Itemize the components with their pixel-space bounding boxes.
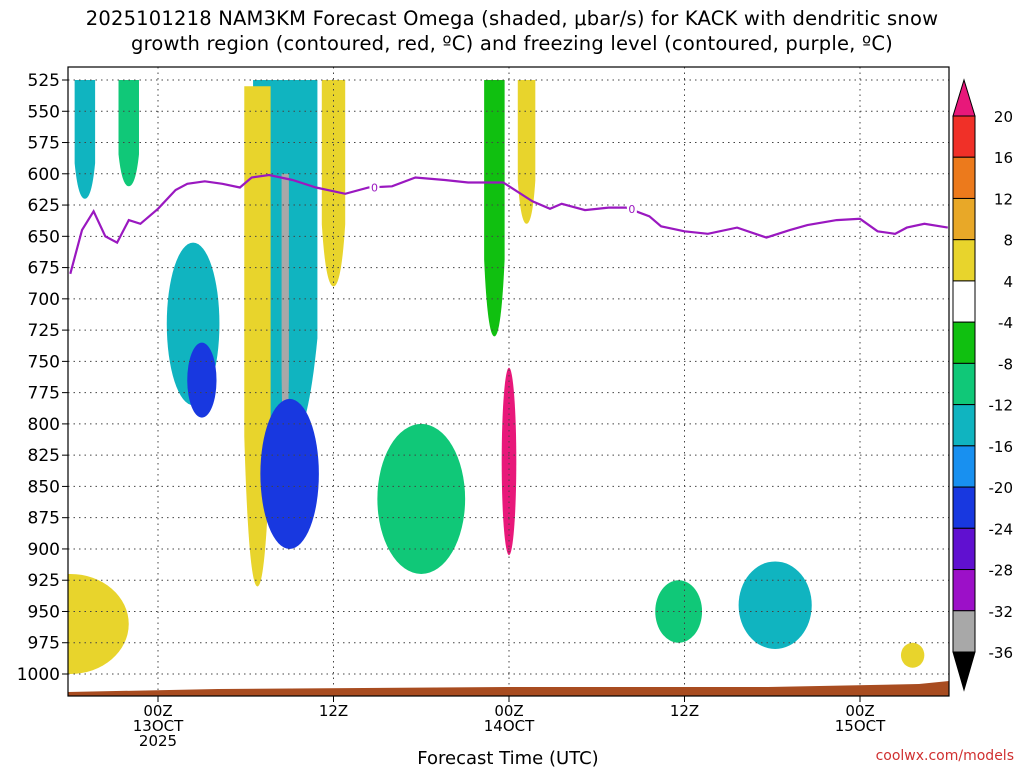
freezing-label-bg-1 [626,201,637,216]
colorbar-label: -8 [998,355,1013,373]
plot-area: 00 [68,67,949,696]
freezing-level-label: 0 [628,203,635,216]
colorbar-band [952,610,976,653]
y-tick-label: 575 [28,134,60,154]
y-tick-label: 875 [28,509,60,529]
omega-feature-column-6 [484,80,505,337]
freezing-level-labels: 00 [369,180,637,216]
y-tick-label: 725 [28,321,60,341]
omega-feature-column-5 [118,80,139,187]
surface-terrain [68,681,949,696]
colorbar-band [952,280,976,323]
chart-title: 2025101218 NAM3KM Forecast Omega (shaded… [0,6,1024,56]
colorbar-label: 16 [994,149,1013,167]
y-tick-label: 750 [28,352,60,372]
y-tick-label: 900 [28,540,60,560]
y-tick-label: 850 [28,477,60,497]
colorbar-label: -20 [989,479,1014,497]
x-axis-label: Forecast Time (UTC) [417,748,598,768]
omega-feature-column-4 [74,80,96,199]
colorbar-label: -32 [989,603,1014,621]
colorbar-band [952,115,976,158]
colorbar-band [952,445,976,488]
colorbar: 20 16 12 8 4 -4 -8 -12 -16 -20 -24 -28 -32 -36 [952,78,1014,692]
colorbar-label: 8 [1003,232,1013,250]
colorbar-band [952,569,976,612]
y-tick-label: 525 [28,71,60,91]
y-tick-label: 550 [28,102,60,122]
title-line-2: growth region (contoured, red, ºC) and f… [131,32,893,55]
colorbar-label: -16 [989,438,1014,456]
y-tick-label: 925 [28,571,60,591]
x-tick-label: 00Z [845,702,874,720]
colorbar-band [952,404,976,447]
colorbar-band [952,527,976,571]
colorbar-label: -36 [989,644,1014,662]
omega-shading [68,80,925,674]
colorbar-bottom-arrow [952,651,976,692]
colorbar-label: 20 [994,108,1013,126]
colorbar-label: 12 [994,190,1013,208]
colorbar-band [952,486,976,529]
y-axis: 525 550 575 600 625 650 675 700 725 750 775 800 825 8… [17,71,68,685]
y-tick-label: 1000 [17,665,60,685]
y-tick-label: 675 [28,259,60,279]
omega-feature-blob-14 [738,561,812,649]
omega-feature-blob-17 [900,642,925,668]
x-tick-label: 13OCT [133,717,184,735]
colorbar-label: -4 [998,314,1013,332]
colorbar-band [952,362,976,406]
colorbar-label: 4 [1003,273,1013,291]
colorbar-band [952,156,976,199]
freezing-label-bg-0 [369,180,380,195]
omega-feature-column-7 [517,80,536,224]
title-line-1: 2025101218 NAM3KM Forecast Omega (shaded… [85,7,939,30]
y-tick-label: 650 [28,227,60,247]
colorbar-label: -24 [989,520,1014,538]
y-tick-label: 625 [28,196,60,216]
y-tick-label: 825 [28,446,60,466]
x-tick-label: 15OCT [835,717,886,735]
colorbar-band [952,197,976,241]
omega-feature-blob-12 [501,367,517,556]
x-tick-label: 00Z [143,702,172,720]
x-tick-label: 00Z [494,702,523,720]
colorbar-label: -12 [989,397,1014,415]
omega-feature-blob-10 [187,342,217,418]
omega-feature-column-2 [281,173,289,462]
x-tick-label: 12Z [319,702,348,720]
y-tick-label: 950 [28,602,60,622]
y-tick-label: 700 [28,290,60,310]
colorbar-band [952,239,976,282]
y-tick-label: 600 [28,165,60,185]
x-tick-label: 14OCT [484,717,535,735]
y-tick-label: 975 [28,634,60,654]
omega-feature-blob-16 [68,573,129,674]
x-tick-label: 12Z [670,702,699,720]
y-tick-label: 775 [28,384,60,404]
freezing-level-contour [69,173,948,275]
colorbar-band [952,321,976,364]
colorbar-top-arrow [952,78,976,117]
colorbar-label: -28 [989,562,1014,580]
x-tick-label: 2025 [139,732,177,750]
credit-text: coolwx.com/models [875,748,1014,764]
grid-lines [68,67,949,696]
omega-feature-blob-13 [377,423,466,574]
omega-feature-blob-11 [260,398,319,549]
freezing-level-label: 0 [371,182,378,195]
y-tick-label: 800 [28,415,60,435]
